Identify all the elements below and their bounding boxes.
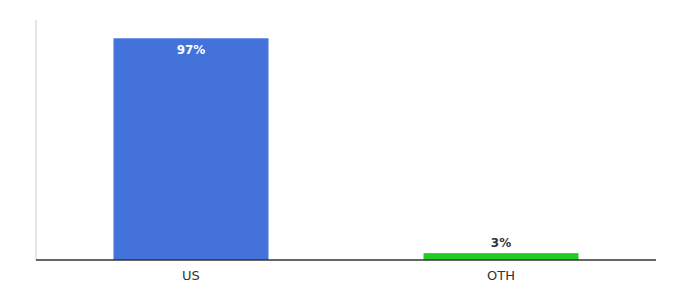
chart-container: US OTH 97% 3% bbox=[0, 0, 680, 300]
bar bbox=[424, 253, 579, 260]
x-tick-label: OTH bbox=[487, 268, 515, 283]
data-label: 97% bbox=[177, 43, 206, 57]
chart-svg: US OTH 97% 3% bbox=[0, 0, 680, 300]
y-axis-line bbox=[36, 20, 37, 260]
x-axis-line bbox=[36, 259, 656, 261]
bar bbox=[114, 38, 269, 260]
x-tick-label: US bbox=[182, 268, 200, 283]
bars bbox=[114, 38, 579, 260]
data-label: 3% bbox=[491, 236, 511, 250]
